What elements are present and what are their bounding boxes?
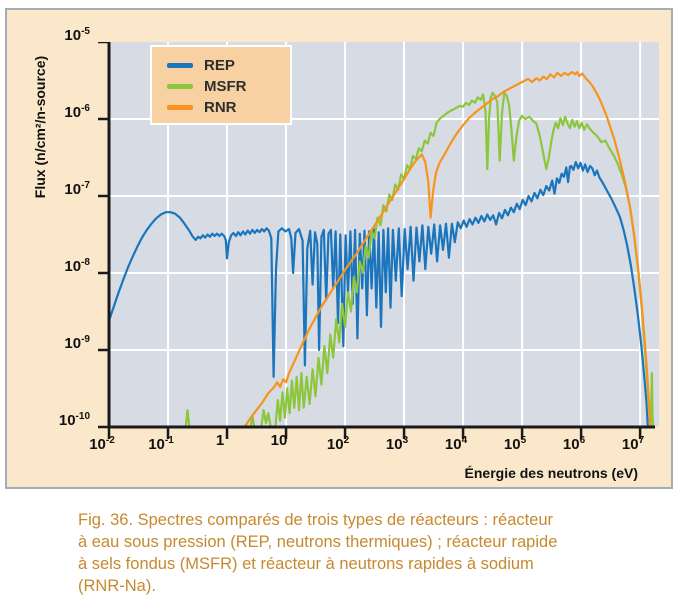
x-tick-label: 107 [621,435,645,453]
legend: REP MSFR RNR [150,45,292,125]
y-tick-label: 10-6 [64,103,90,121]
caption-line-3: à sels fondus (MSFR) et réacteur à neutr… [78,555,534,573]
legend-label-rep: REP [204,57,235,74]
figure-panel: Flux (n/cm²/n-source) Énergie des neutro… [5,8,673,489]
y-tick-label: 10-10 [58,411,90,429]
figure-caption: Fig. 36. Spectres comparés de trois type… [78,509,664,597]
x-tick-label: 104 [444,435,468,453]
legend-label-msfr: MSFR [204,78,247,95]
caption-line-2: à eau sous pression (REP, neutrons therm… [78,533,558,551]
caption-line-4: (RNR-Na). [78,577,156,595]
x-tick-label: 1 [215,432,225,449]
x-tick-label: 102 [326,435,350,453]
x-tick-label: 106 [562,435,586,453]
x-tick-label: 10-1 [148,435,174,453]
y-tick-label: 10-8 [64,257,90,275]
caption-line-1: Fig. 36. Spectres comparés de trois type… [78,511,554,529]
series-curve-rep [107,161,649,429]
x-tick-label: 10 [270,432,288,449]
y-axis-title: Flux (n/cm²/n-source) [32,55,48,199]
y-tick-label: 10-7 [64,180,90,198]
x-axis-title: Énergie des neutrons (eV) [464,465,638,481]
legend-item-rnr: RNR [152,97,290,118]
legend-item-msfr: MSFR [152,76,290,97]
x-tick-label: 10-2 [89,435,115,453]
x-tick-label: 103 [385,435,409,453]
series-curve-msfr [184,91,655,429]
legend-item-rep: REP [152,55,290,76]
msfr-line-swatch-icon [167,84,193,89]
x-tick-label: 105 [503,435,527,453]
rnr-line-swatch-icon [167,105,193,110]
rep-line-swatch-icon [167,63,193,68]
y-tick-label: 10-5 [64,26,90,44]
series-curve-rnr [243,70,652,429]
y-tick-label: 10-9 [64,334,90,352]
legend-label-rnr: RNR [204,99,237,116]
